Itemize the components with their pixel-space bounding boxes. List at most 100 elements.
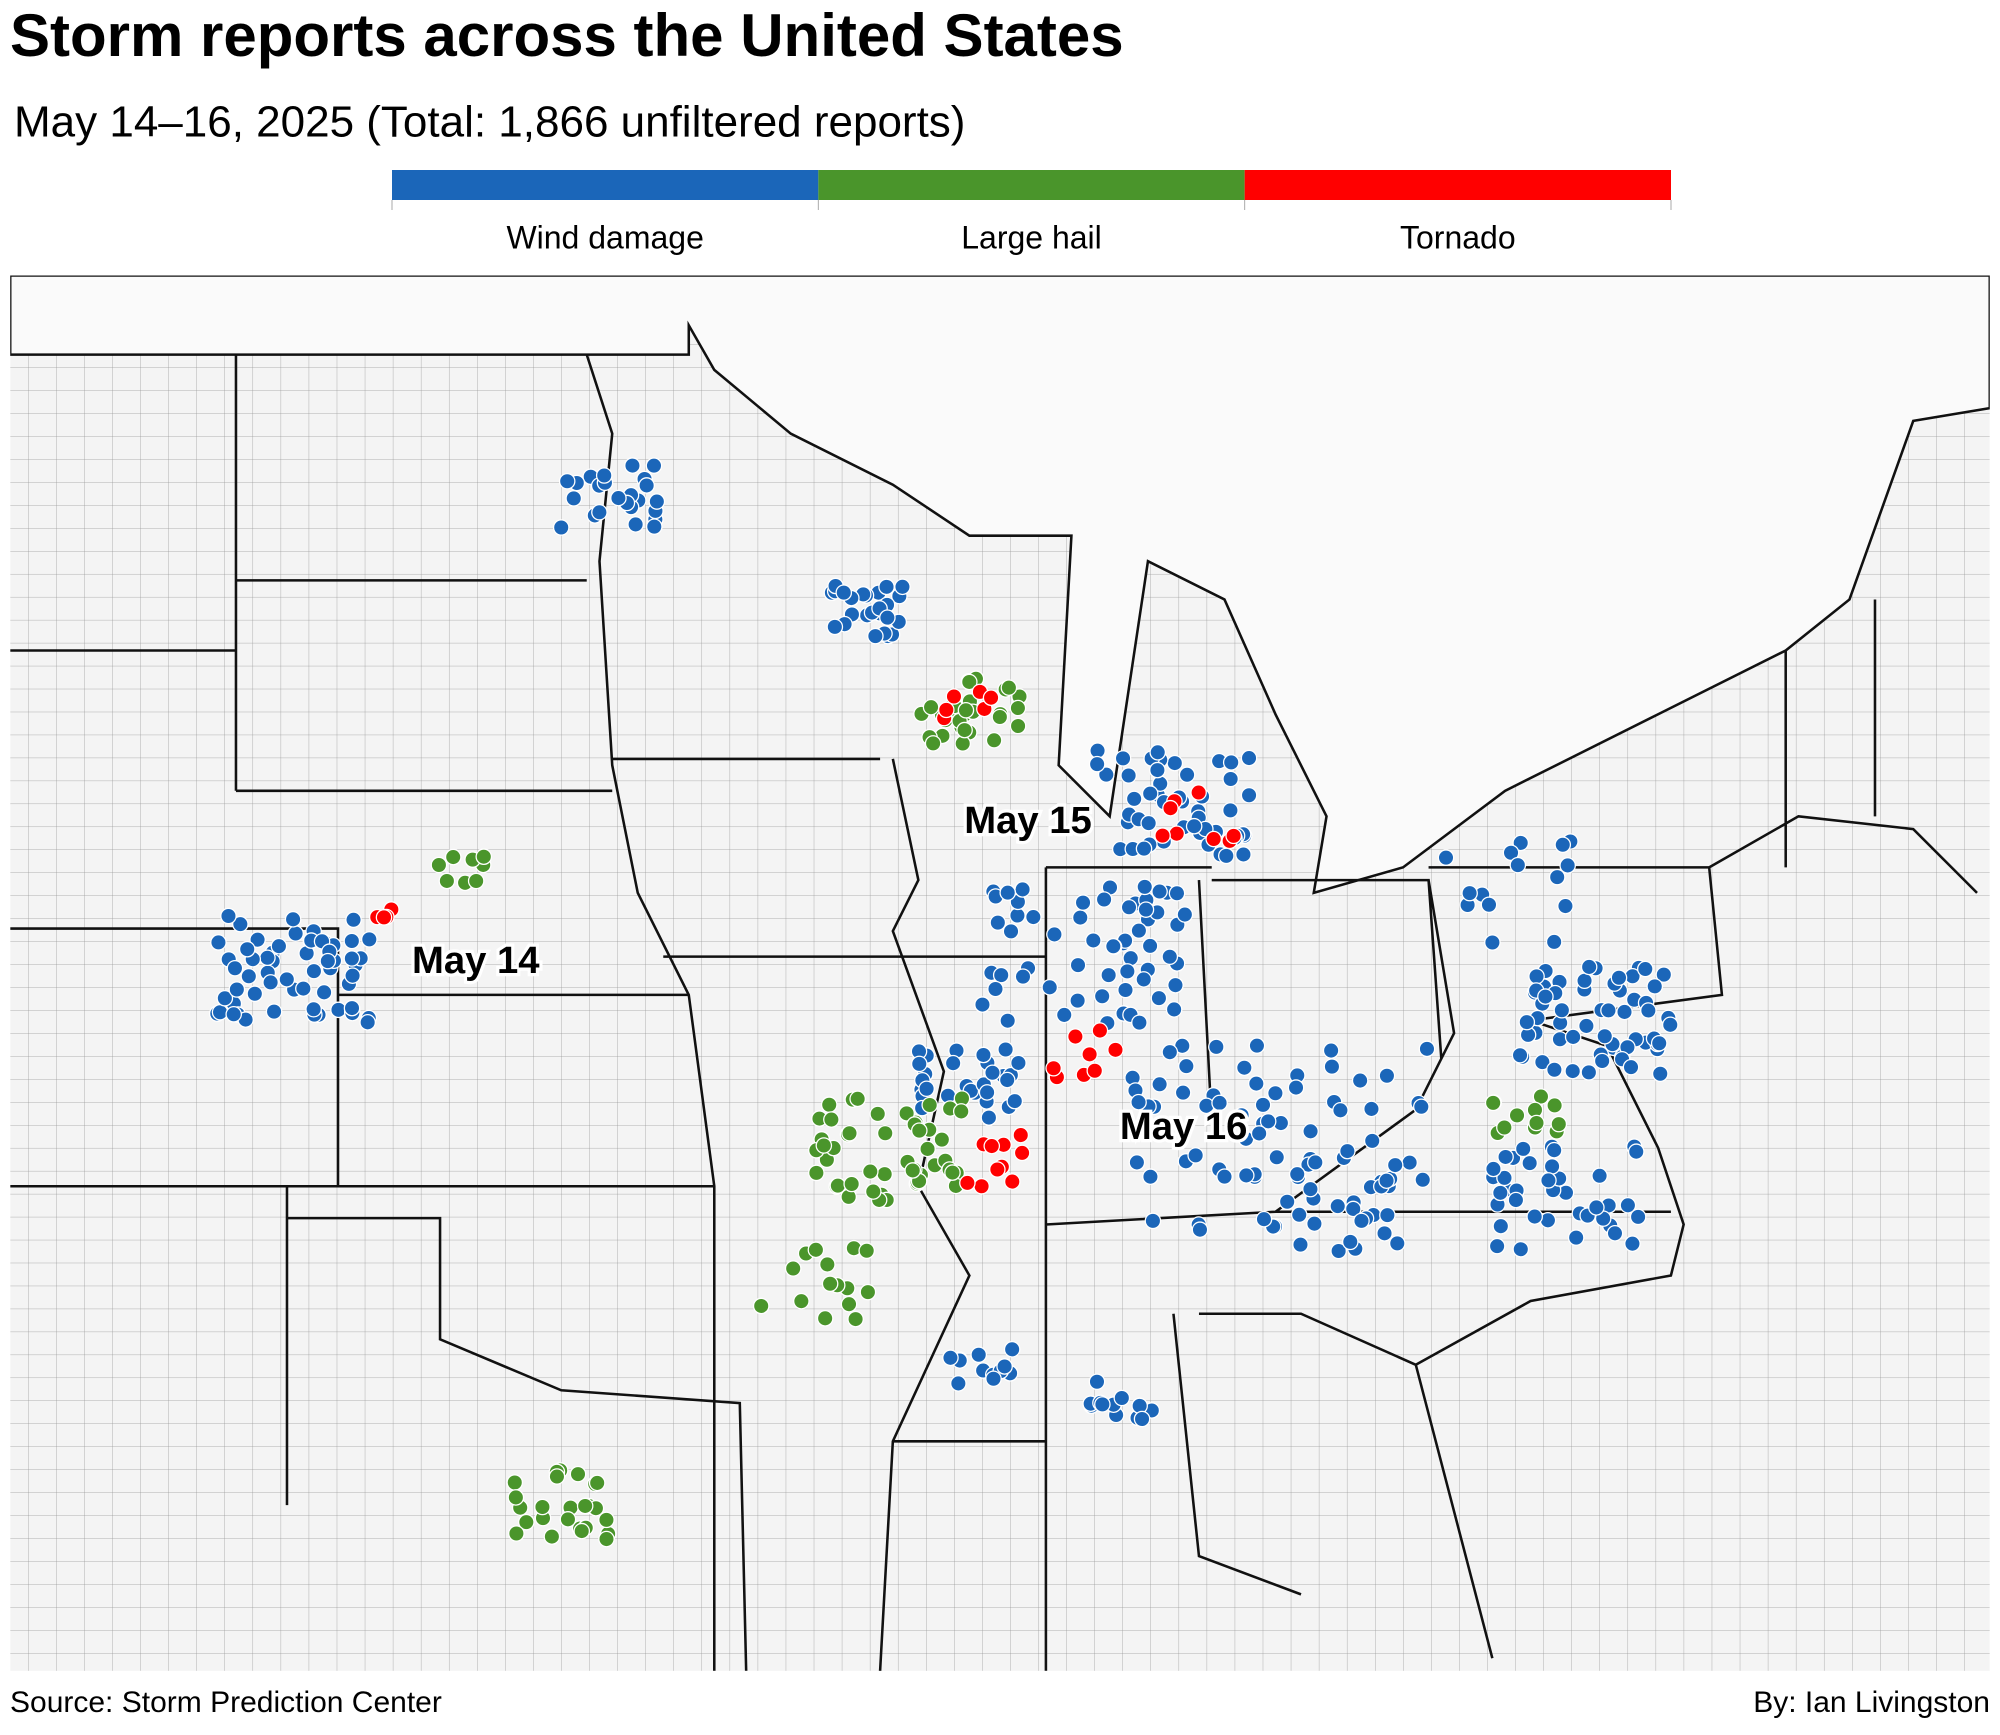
report-dot: [1067, 1028, 1084, 1045]
report-dot: [595, 467, 613, 484]
report-dot: [973, 1177, 990, 1195]
report-dot: [591, 504, 608, 521]
annotation: May 15: [964, 799, 1092, 842]
report-dot: [1208, 1038, 1225, 1056]
report-dot: [1010, 1054, 1027, 1072]
report-dot: [1240, 749, 1258, 767]
report-dot: [991, 708, 1009, 726]
report-dot: [1532, 1088, 1550, 1105]
report-dot: [1041, 979, 1059, 996]
report-dot: [1322, 1042, 1340, 1059]
report-dot: [1161, 948, 1179, 966]
report-dot: [1655, 966, 1673, 983]
report-dot: [918, 1080, 935, 1098]
legend: Wind damage Large hail Tornado: [391, 170, 1672, 255]
report-dot: [1131, 1014, 1148, 1031]
report-dot: [211, 1003, 229, 1021]
report-dot: [1537, 988, 1554, 1005]
report-dot: [344, 967, 361, 984]
report-dot: [1222, 802, 1239, 819]
report-dot: [232, 915, 249, 933]
report-dot: [1161, 1043, 1179, 1061]
report-dot: [1149, 744, 1167, 761]
report-dot: [1492, 1217, 1510, 1235]
report-dot: [430, 856, 448, 874]
report-dot: [645, 457, 663, 474]
report-dot: [1302, 1123, 1319, 1140]
report-dot: [1353, 1212, 1370, 1230]
report-dot: [961, 673, 978, 691]
report-dot: [638, 477, 655, 494]
report-dot: [970, 1346, 988, 1364]
report-dot: [1627, 1143, 1645, 1161]
report-dot: [983, 1137, 1001, 1155]
byline: By: Ian Livingston: [1753, 1686, 1990, 1719]
report-dot: [1496, 1169, 1513, 1187]
report-dot: [1332, 1102, 1349, 1119]
report-dot: [1120, 767, 1137, 784]
report-dot: [1480, 896, 1498, 914]
report-dot: [840, 1295, 858, 1313]
report-dot: [997, 1041, 1014, 1058]
report-dot: [942, 1349, 959, 1367]
report-dot: [361, 931, 378, 948]
report-dot: [826, 618, 844, 636]
report-dot: [543, 1528, 561, 1545]
report-dot: [1514, 1140, 1532, 1158]
report-dot: [1567, 1229, 1585, 1246]
report-dot: [1528, 968, 1545, 985]
report-dot: [1330, 1242, 1347, 1260]
report-dot: [1154, 827, 1171, 844]
report-dot: [815, 1137, 833, 1154]
report-dot: [1248, 1037, 1266, 1054]
report-dot: [1388, 1235, 1406, 1252]
report-dot: [956, 721, 973, 739]
report-dot: [518, 1513, 535, 1531]
report-dot: [507, 1489, 525, 1506]
report-dot: [1013, 1144, 1031, 1162]
report-dot: [869, 1105, 887, 1123]
report-dot: [1292, 1236, 1309, 1253]
report-dot: [1162, 799, 1179, 817]
report-dot: [1248, 1075, 1265, 1092]
report-dot: [1378, 1067, 1396, 1085]
report-dot: [980, 1109, 998, 1126]
report-dot: [793, 1292, 810, 1310]
report-dot: [1610, 969, 1628, 987]
report-dot: [1142, 1168, 1159, 1186]
report-dot: [1141, 785, 1159, 802]
report-dot: [1130, 1093, 1147, 1111]
report-dot: [1661, 1016, 1679, 1034]
report-dot: [240, 967, 258, 985]
report-dot: [315, 984, 333, 1001]
report-dot: [1485, 1160, 1502, 1178]
report-dot: [1098, 766, 1115, 783]
report-dot: [305, 1000, 322, 1018]
report-dot: [904, 1162, 922, 1179]
report-dot: [1259, 1113, 1277, 1130]
legend-swatch: [818, 170, 1245, 200]
report-dot: [259, 949, 276, 967]
report-dot: [624, 457, 641, 474]
report-dot: [876, 1124, 894, 1142]
report-dot: [1288, 1165, 1306, 1183]
report-dot: [1323, 1058, 1341, 1075]
report-dot: [1255, 1210, 1273, 1228]
report-dot: [1651, 1065, 1669, 1083]
report-dot: [876, 1165, 893, 1183]
report-dot: [752, 1297, 770, 1315]
report-dot: [444, 848, 462, 866]
report-dot: [1646, 978, 1664, 995]
report-dot: [573, 1522, 591, 1540]
report-dot: [534, 1498, 551, 1516]
report-dot: [1329, 1197, 1347, 1215]
report-dot: [1149, 761, 1166, 779]
report-dot: [1518, 1013, 1536, 1031]
report-dot: [1484, 934, 1501, 951]
report-dot: [1557, 897, 1574, 915]
report-dot: [938, 701, 955, 719]
report-dot: [330, 1001, 347, 1019]
report-dot: [919, 1140, 936, 1158]
report-dot: [1596, 1027, 1614, 1045]
